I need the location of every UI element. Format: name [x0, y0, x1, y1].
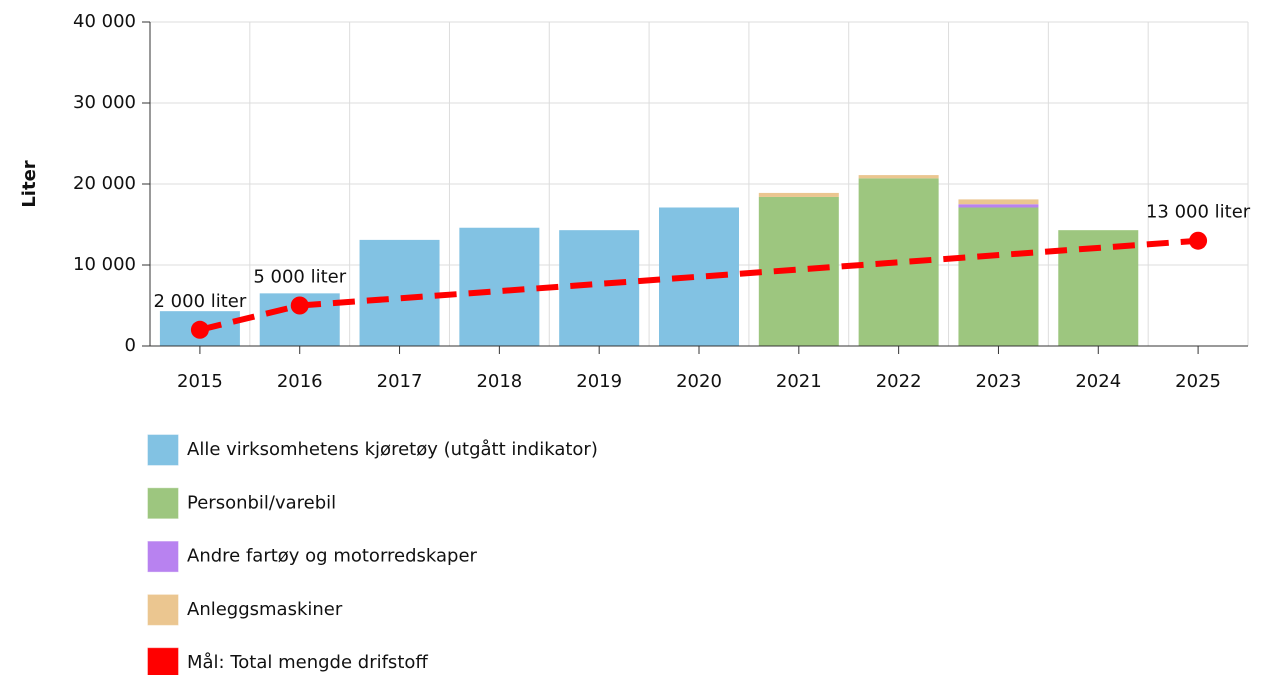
- legend-label: Mål: Total mengde drifstoff: [187, 652, 428, 673]
- legend-label: Anleggsmaskiner: [187, 599, 343, 620]
- x-tick-label: 2017: [377, 371, 423, 392]
- bar: [758, 196, 839, 346]
- y-tick-label: 30 000: [73, 92, 136, 113]
- target-point: [1189, 231, 1208, 250]
- bar: [359, 239, 440, 346]
- legend-swatch: [147, 647, 179, 675]
- x-tick-label: 2015: [177, 371, 223, 392]
- bar: [459, 227, 540, 346]
- x-tick-label: 2025: [1175, 371, 1221, 392]
- data-label: 5 000 liter: [253, 267, 346, 288]
- target-point: [290, 296, 309, 315]
- target-point: [190, 320, 209, 339]
- x-tick-label: 2019: [576, 371, 622, 392]
- legend-swatch: [147, 434, 179, 466]
- bar: [958, 204, 1039, 208]
- legend-label: Personbil/varebil: [187, 492, 336, 513]
- legend-label: Alle virksomhetens kjøretøy (utgått indi…: [187, 439, 598, 460]
- x-tick-label: 2023: [976, 371, 1022, 392]
- legend-swatch: [147, 541, 179, 573]
- data-label: 13 000 liter: [1146, 202, 1251, 223]
- x-tick-label: 2020: [676, 371, 722, 392]
- bar: [858, 175, 939, 179]
- y-tick-label: 10 000: [73, 254, 136, 275]
- data-label: 2 000 liter: [154, 291, 247, 312]
- legend-swatch: [147, 594, 179, 626]
- x-tick-label: 2018: [476, 371, 522, 392]
- x-tick-label: 2021: [776, 371, 822, 392]
- y-tick-label: 0: [125, 335, 136, 356]
- bar: [758, 192, 839, 197]
- legend-label: Andre fartøy og motorredskaper: [187, 546, 478, 567]
- y-tick-label: 20 000: [73, 173, 136, 194]
- x-tick-label: 2016: [277, 371, 323, 392]
- legend-swatch: [147, 487, 179, 519]
- bar: [958, 207, 1039, 346]
- x-tick-label: 2022: [876, 371, 922, 392]
- y-tick-label: 40 000: [73, 11, 136, 32]
- y-axis-title: Liter: [19, 160, 40, 207]
- x-tick-label: 2024: [1075, 371, 1121, 392]
- bar: [958, 199, 1039, 205]
